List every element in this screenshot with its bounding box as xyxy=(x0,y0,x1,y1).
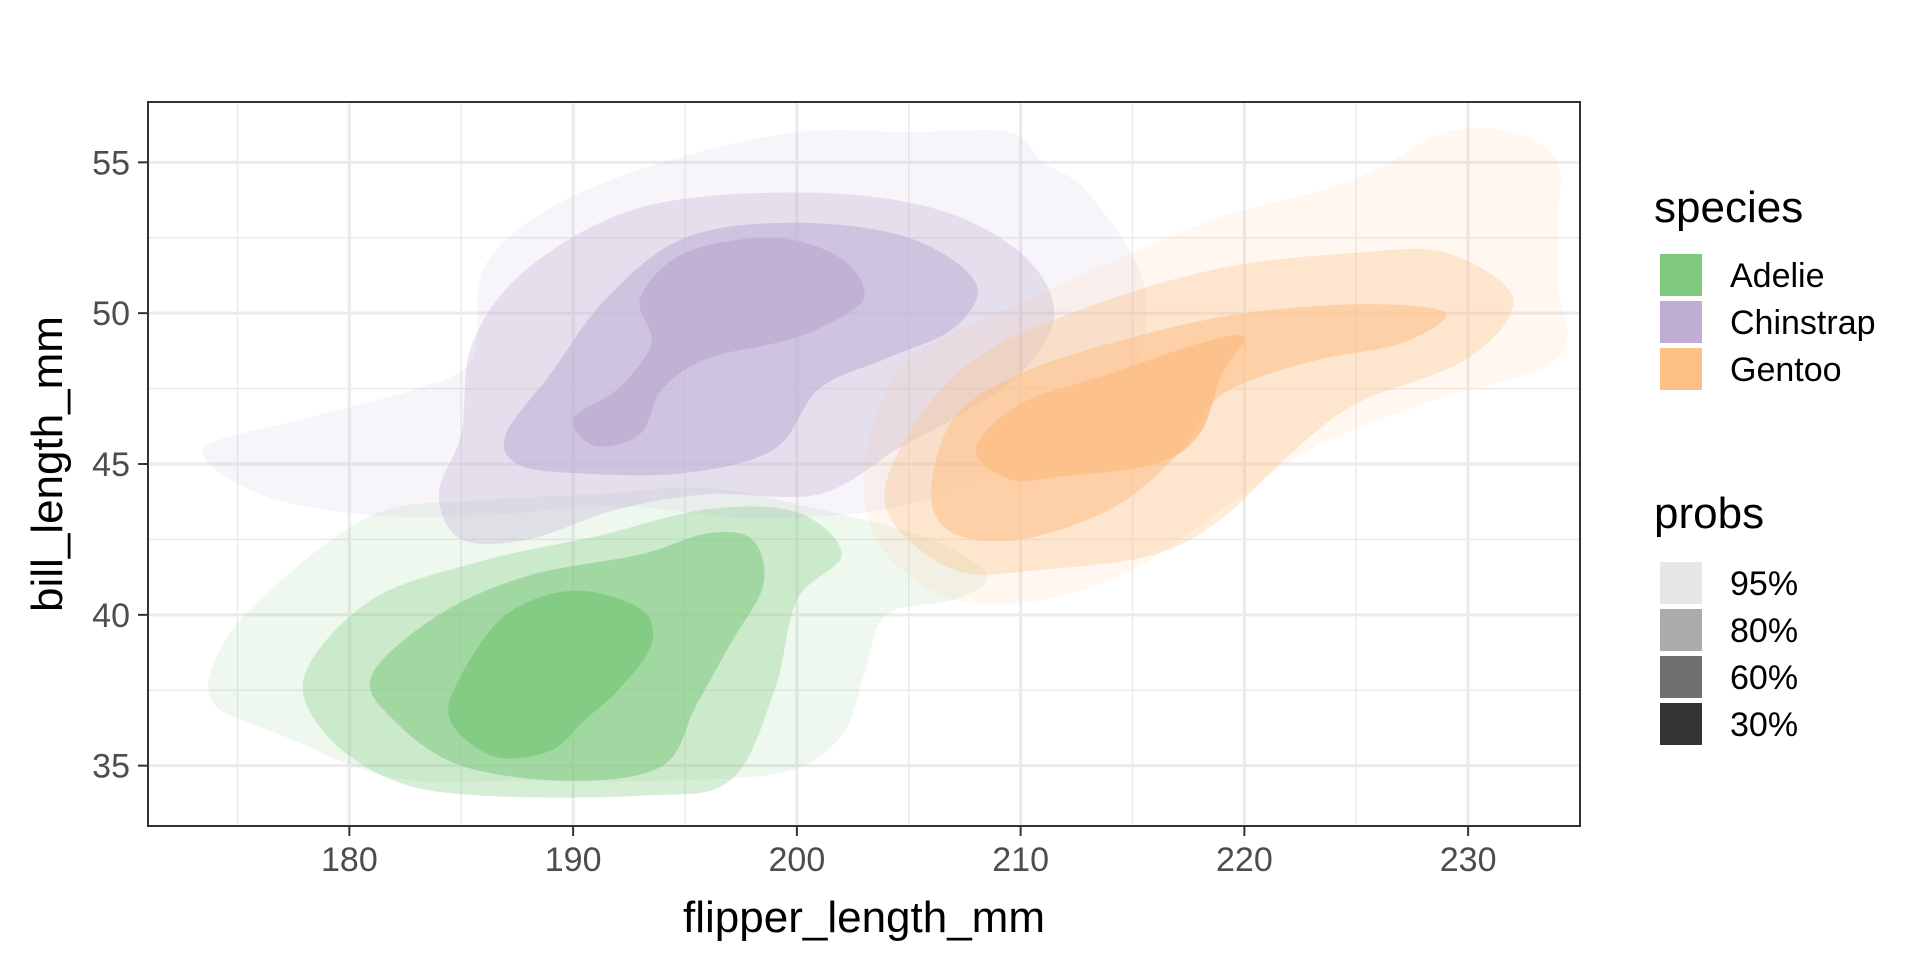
legend-key-prob-30 xyxy=(1660,703,1702,745)
legend-key-prob-60 xyxy=(1660,656,1702,698)
contour-adelie-30 xyxy=(448,590,654,759)
legend-key-prob-80 xyxy=(1660,609,1702,651)
contour-chinstrap-30 xyxy=(572,237,865,447)
legend-label-prob-80: 80% xyxy=(1730,612,1798,650)
series-chinstrap xyxy=(202,129,1148,545)
legend-key-adelie xyxy=(1660,254,1702,296)
x-tick-label: 190 xyxy=(545,841,602,879)
legend-probs: probs 95% 80% 60% 30% xyxy=(1654,489,1798,745)
y-tick-label: 50 xyxy=(92,295,130,333)
series-gentoo xyxy=(863,128,1568,605)
legend-label-prob-60: 60% xyxy=(1730,659,1798,697)
x-tick-label: 180 xyxy=(321,841,378,879)
y-axis-title: bill_length_mm xyxy=(23,316,72,612)
legend-key-prob-95 xyxy=(1660,562,1702,604)
x-axis-title: flipper_length_mm xyxy=(683,893,1045,942)
legend-probs-title: probs xyxy=(1654,489,1764,538)
legend-species-title: species xyxy=(1654,183,1803,232)
legend-label-gentoo: Gentoo xyxy=(1730,351,1842,389)
density-contours xyxy=(202,128,1568,798)
legend-label-chinstrap: Chinstrap xyxy=(1730,304,1876,342)
legend-label-adelie: Adelie xyxy=(1730,257,1825,295)
legend-species: species Adelie Chinstrap Gentoo xyxy=(1654,183,1876,390)
legend-key-gentoo xyxy=(1660,348,1702,390)
y-tick-label: 55 xyxy=(92,144,130,182)
x-tick-label: 210 xyxy=(992,841,1049,879)
y-tick-label: 45 xyxy=(92,446,130,484)
x-tick-label: 200 xyxy=(769,841,826,879)
legend-key-chinstrap xyxy=(1660,301,1702,343)
y-tick-label: 35 xyxy=(92,748,130,786)
x-tick-label: 220 xyxy=(1216,841,1273,879)
legend-label-prob-95: 95% xyxy=(1730,565,1798,603)
series-adelie xyxy=(208,487,988,798)
contour-gentoo-30 xyxy=(975,335,1245,481)
y-tick-label: 40 xyxy=(92,597,130,635)
axis-ticks: 180 190 200 210 220 230 35 40 45 50 55 xyxy=(92,144,1496,879)
x-tick-label: 230 xyxy=(1440,841,1497,879)
legend-label-prob-30: 30% xyxy=(1730,706,1798,744)
